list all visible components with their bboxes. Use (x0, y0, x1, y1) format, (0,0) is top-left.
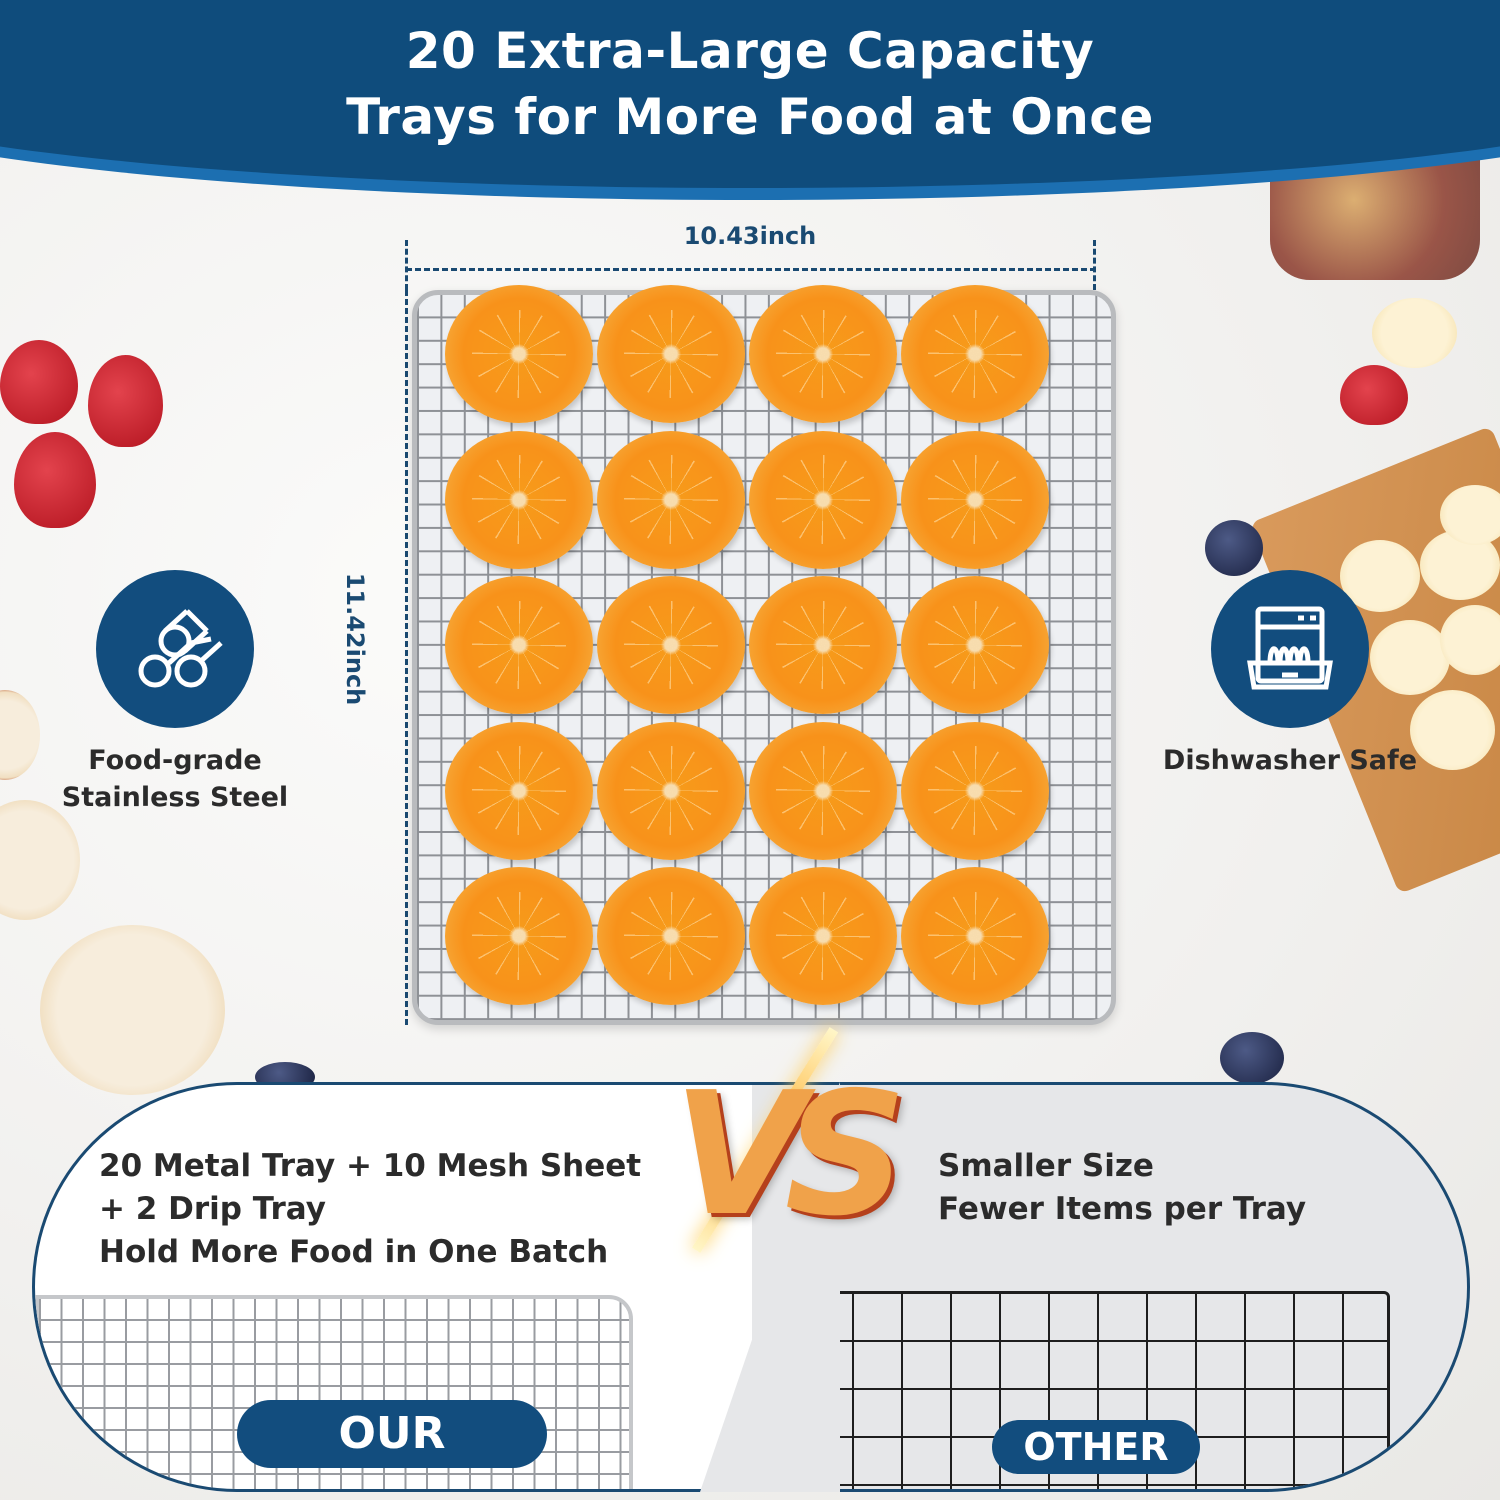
orange-slice (445, 576, 593, 714)
ours-line-2: + 2 Drip Tray (99, 1191, 326, 1227)
orange-slice (749, 430, 897, 569)
banana-chip (1440, 605, 1500, 675)
width-dimension-line (406, 268, 1096, 271)
feature-label-line-2: Stainless Steel (61, 782, 289, 813)
ours-badge: OUR (237, 1400, 547, 1468)
feature-label-line-1: Dishwasher Safe (1162, 745, 1418, 776)
other-line-2: Fewer Items per Tray (938, 1191, 1307, 1227)
vs-emblem: VS (672, 1056, 907, 1254)
other-line-1: Smaller Size (938, 1148, 1154, 1184)
orange-slice (445, 867, 593, 1005)
orange-slice (597, 721, 745, 860)
other-badge: OTHER (992, 1420, 1200, 1474)
feature-dishwasher-safe: Dishwasher Safe (1140, 570, 1440, 779)
orange-slice (597, 285, 745, 423)
comparison-ours-panel: 20 Metal Tray + 10 Mesh Sheet + 2 Drip T… (32, 1082, 752, 1492)
banana-chip (1370, 620, 1450, 695)
banana-chip (1410, 690, 1495, 770)
blueberry (1220, 1032, 1284, 1084)
strawberry (14, 432, 96, 528)
orange-slice-grid (445, 285, 1055, 1015)
orange-slice (597, 867, 745, 1005)
orange-slice (901, 721, 1049, 860)
strawberry (1340, 365, 1408, 425)
orange-slice (749, 576, 897, 714)
orange-slice (597, 430, 745, 569)
comparison-other-panel: Smaller Size Fewer Items per Tray OTHER (752, 1082, 1470, 1492)
orange-slice (445, 285, 593, 423)
banana-chip (1340, 540, 1420, 612)
strawberry (0, 340, 78, 424)
strawberry (88, 355, 163, 447)
feature-label-line-1: Food-grade (88, 745, 262, 776)
ours-line-3: Hold More Food in One Batch (99, 1234, 609, 1270)
dishwasher-icon (1211, 570, 1369, 728)
page-title: 20 Extra-Large Capacity Trays for More F… (0, 18, 1500, 150)
steel-pipes-icon (96, 570, 254, 728)
height-dimension-label: 11.42inch (341, 572, 369, 706)
orange-slice (901, 867, 1049, 1005)
other-description: Smaller Size Fewer Items per Tray (938, 1145, 1306, 1231)
ours-description: 20 Metal Tray + 10 Mesh Sheet + 2 Drip T… (99, 1145, 641, 1274)
orange-slice (597, 576, 745, 714)
orange-slice (749, 285, 897, 423)
orange-slice (901, 430, 1049, 569)
orange-slice (749, 721, 897, 860)
title-line-1: 20 Extra-Large Capacity (405, 22, 1095, 80)
ours-line-1: 20 Metal Tray + 10 Mesh Sheet (99, 1148, 642, 1184)
orange-slice (749, 867, 897, 1005)
header-banner (0, 0, 1500, 188)
title-line-2: Trays for More Food at Once (346, 88, 1154, 146)
orange-slice (901, 576, 1049, 714)
width-dimension-tick-right (1093, 240, 1096, 290)
banana-chip (1440, 485, 1500, 545)
feature-stainless-steel: Food-grade Stainless Steel (40, 570, 310, 816)
width-dimension-label: 10.43inch (683, 222, 817, 250)
apple-slice (40, 925, 225, 1095)
height-dimension-line (405, 290, 408, 1025)
width-dimension-tick-left (405, 240, 408, 290)
orange-slice (445, 430, 593, 569)
banana-chip (1372, 298, 1457, 368)
orange-slice (901, 285, 1049, 423)
blueberry (1205, 520, 1263, 576)
orange-slice (445, 721, 593, 860)
